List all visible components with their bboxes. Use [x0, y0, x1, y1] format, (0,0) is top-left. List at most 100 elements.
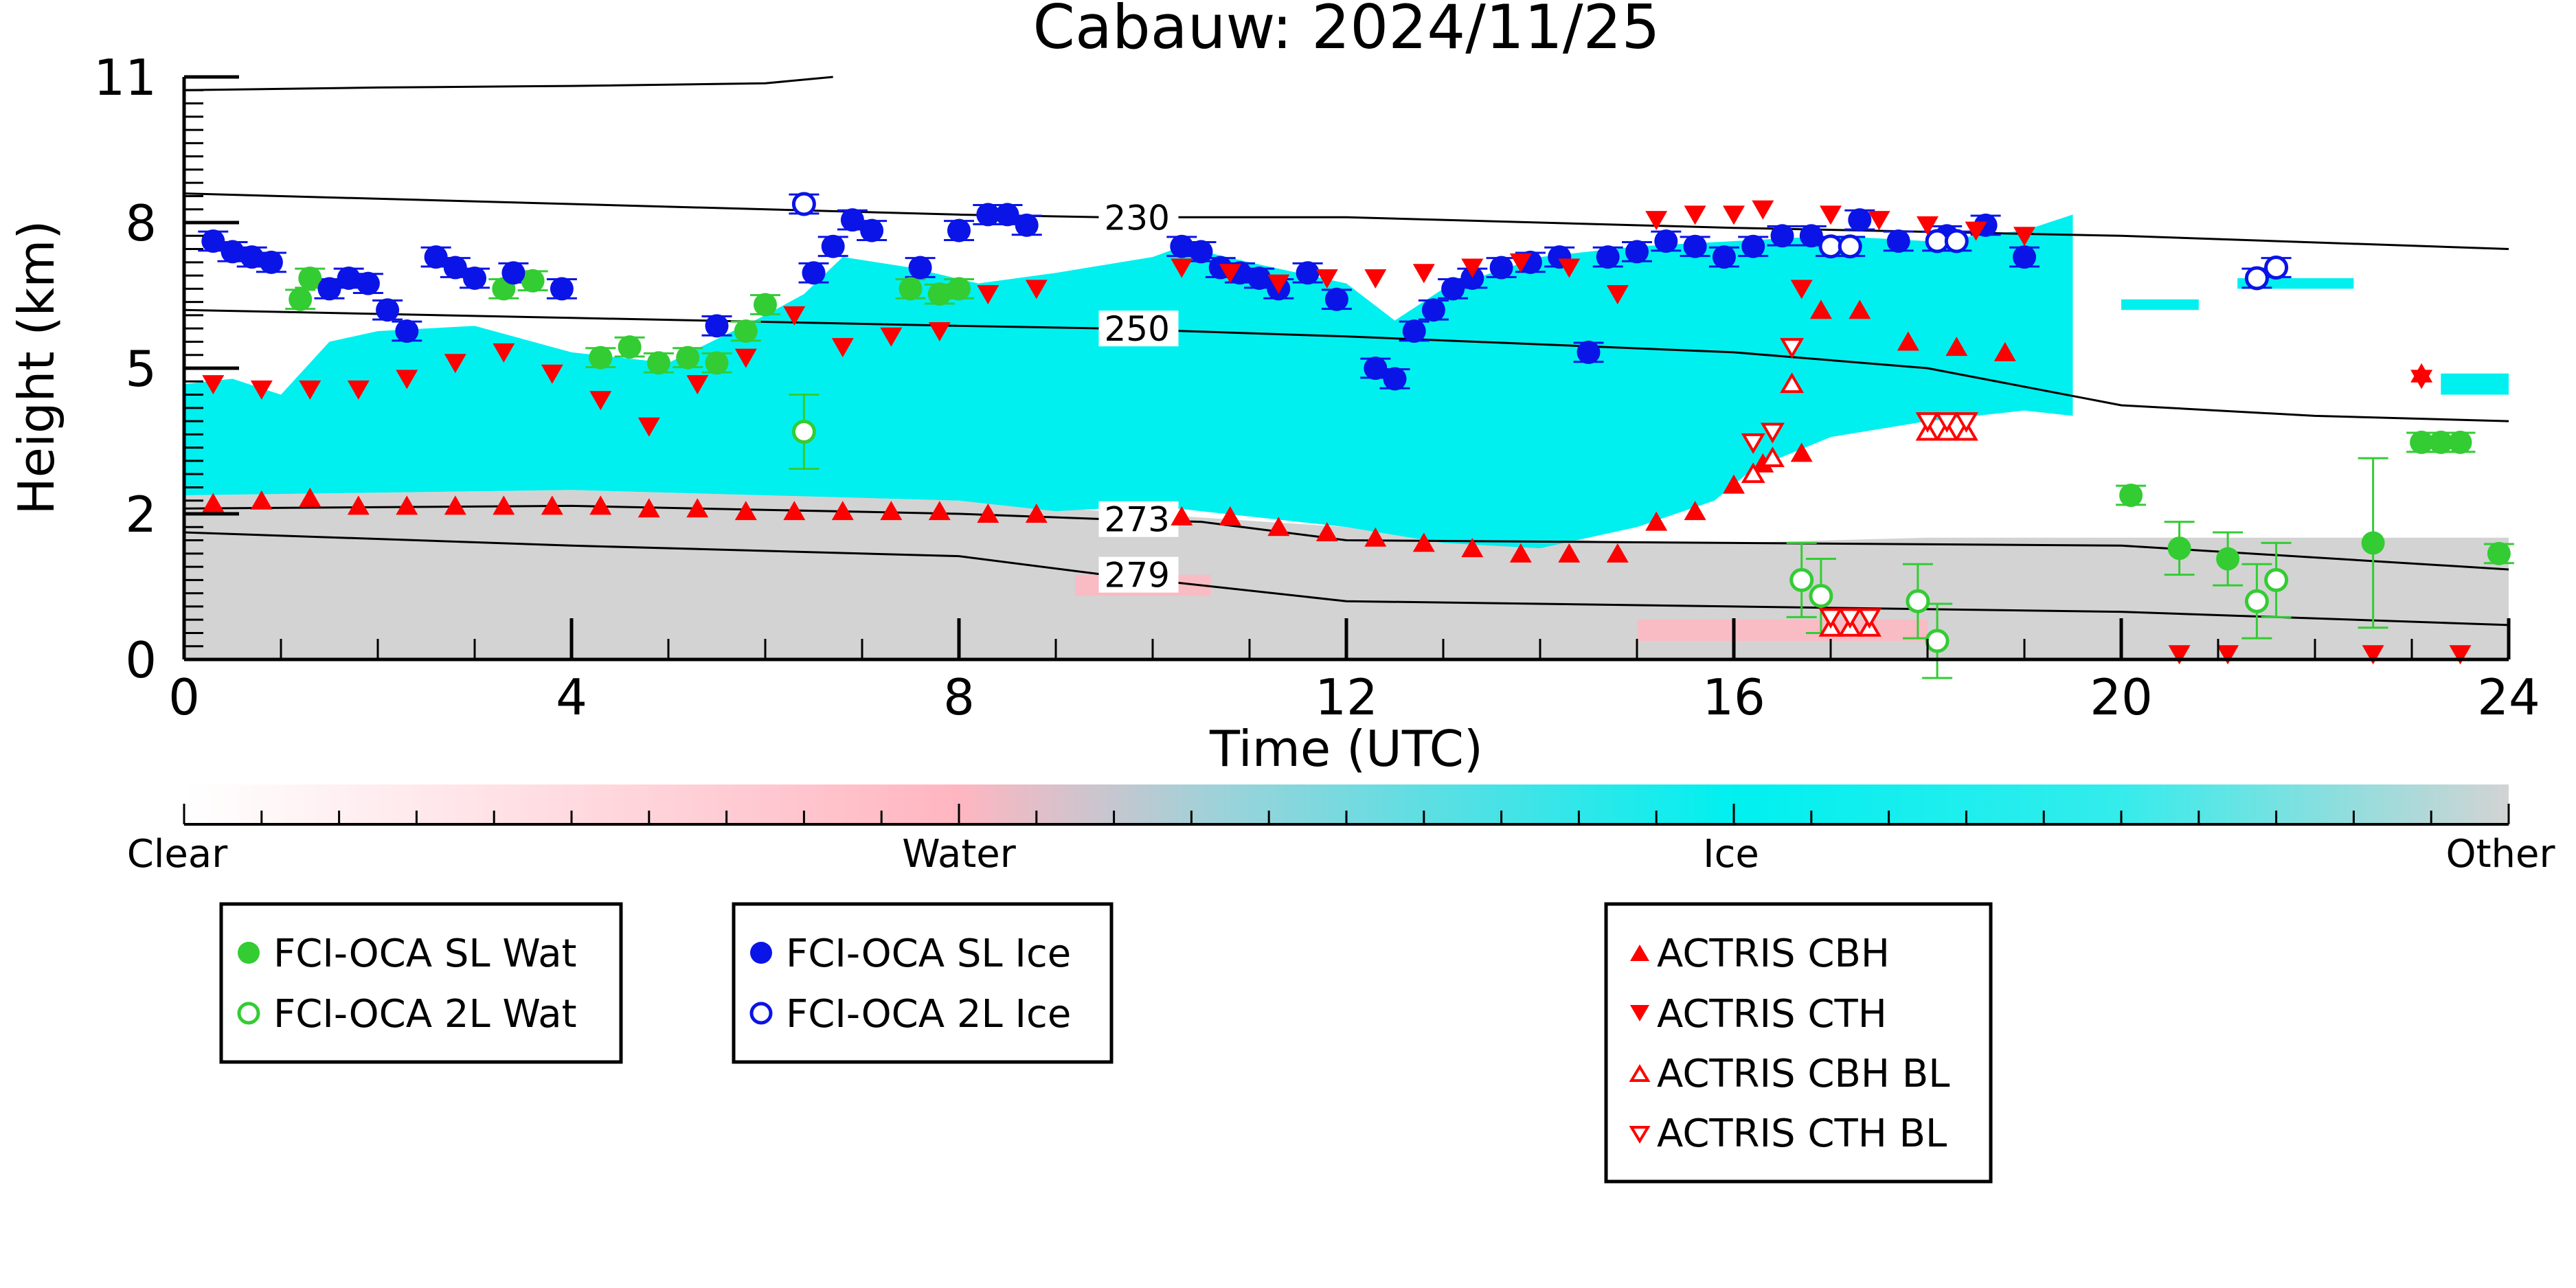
marker-actris-cbh	[1752, 453, 1774, 473]
marker-actris-cbh	[396, 495, 418, 515]
marker-actris-cth	[2013, 227, 2035, 247]
marker-actris-cbh	[880, 501, 903, 521]
marker-actris-cth	[783, 306, 806, 326]
marker-actris-cth	[1219, 264, 1241, 284]
marker-fci-oca-sl-wat	[2167, 536, 2191, 561]
marker-fci-oca-sl-ice	[1247, 266, 1272, 290]
marker-fci-oca-sl-wat	[947, 277, 971, 301]
marker-fci-oca-2l-wat	[2244, 589, 2269, 613]
legend-label-2l-wat: FCI-OCA 2L Wat	[273, 992, 577, 1037]
marker-actris-cbh	[1509, 543, 1532, 563]
marker-actris-cth	[880, 327, 903, 347]
marker-actris-cth	[1267, 274, 1290, 294]
marker-fci-oca-sl-wat	[646, 351, 670, 375]
legend-marker-cth-bl	[1629, 1126, 1651, 1144]
marker-actris-cbh	[1558, 543, 1581, 563]
marker-fci-oca-sl-ice	[395, 319, 419, 343]
marker-fci-oca-2l-ice	[1818, 234, 1843, 259]
marker-actris-cth-bl	[1818, 608, 1843, 629]
marker-fci-oca-sl-ice	[1799, 224, 1823, 248]
marker-actris-cbh	[1461, 538, 1484, 558]
legend-box	[732, 902, 1114, 1064]
marker-actris-cbh	[541, 495, 563, 515]
marker-fci-oca-sl-wat	[618, 335, 642, 359]
marker-fci-oca-sl-wat	[521, 269, 545, 293]
marker-fci-oca-sl-ice	[2013, 245, 2036, 269]
marker-actris-cth	[637, 417, 660, 437]
legend-marker-cth	[1630, 1005, 1649, 1021]
marker-actris-cbh	[299, 487, 321, 507]
marker-actris-cbh	[977, 504, 999, 523]
marker-fci-oca-sl-ice	[1489, 256, 1513, 280]
marker-fci-oca-2l-ice	[791, 192, 816, 216]
marker-actris-cbh	[1790, 442, 1813, 462]
x-axis-label: Time (UTC)	[1209, 720, 1483, 778]
field-water	[1637, 620, 1928, 642]
marker-actris-cbh	[1945, 337, 1968, 357]
marker-actris-cth	[250, 380, 273, 400]
marker-actris-cth-bl	[1741, 433, 1765, 454]
marker-fci-oca-2l-ice	[1944, 229, 1969, 253]
marker-actris-cth-bl	[1760, 422, 1785, 444]
marker-actris-cth	[396, 370, 418, 389]
marker-actris-cbh	[1025, 504, 1048, 523]
marker-fci-oca-sl-ice	[1441, 277, 1465, 301]
marker-fci-oca-sl-ice	[1324, 287, 1348, 311]
marker-actris-cbh	[1849, 300, 1871, 319]
marker-actris-cbh	[1993, 341, 2016, 361]
marker-fci-oca-sl-wat	[734, 319, 758, 343]
marker-actris-cth	[347, 380, 370, 400]
marker-fci-oca-sl-ice	[1886, 229, 1910, 253]
marker-actris-cth	[1723, 205, 1745, 225]
x-tick-label: 0	[168, 668, 200, 726]
legend-marker-sl-ice	[750, 942, 772, 964]
marker-fci-oca-sl-ice	[337, 266, 361, 290]
marker-actris-cth	[1315, 269, 1338, 289]
marker-fci-oca-sl-ice	[705, 314, 729, 338]
marker-fci-oca-sl-wat	[2429, 430, 2453, 454]
marker-actris-cth	[1509, 253, 1532, 273]
marker-actris-cbh	[250, 490, 273, 510]
marker-fci-oca-sl-ice	[1402, 319, 1426, 343]
marker-fci-oca-sl-wat	[589, 346, 613, 370]
y-tick-label: 5	[125, 340, 157, 398]
marker-fci-oca-sl-ice	[995, 203, 1019, 227]
legend-label-2l-ice: FCI-OCA 2L Ice	[786, 992, 1071, 1037]
marker-actris-cbh	[1364, 527, 1387, 547]
marker-fci-oca-2l-ice	[1925, 229, 1950, 253]
field-ice-patch	[2441, 373, 2509, 395]
field-ice	[184, 214, 2073, 549]
marker-actris-cth	[2410, 370, 2433, 389]
isotherm-label: 279	[1105, 556, 1170, 596]
marker-actris-cbh	[1897, 331, 1919, 351]
marker-fci-oca-sl-ice	[1015, 213, 1039, 237]
marker-fci-oca-sl-ice	[1654, 229, 1678, 253]
marker-actris-cth	[202, 375, 225, 395]
marker-actris-cth	[928, 322, 951, 342]
classification-fields	[184, 214, 2509, 659]
colorbar-ticks	[183, 804, 2510, 824]
legend-label-cbh-bl: ACTRIS CBH BL	[1657, 1052, 1950, 1096]
colorbar-label-water: Water	[902, 832, 1017, 877]
marker-fci-oca-sl-wat	[899, 277, 923, 301]
colorbar-label-other: Other	[2445, 832, 2555, 877]
x-tick-label: 4	[556, 668, 587, 726]
y-tick-label: 2	[125, 486, 157, 543]
marker-fci-oca-2l-wat	[791, 420, 816, 444]
data-markers	[201, 192, 2511, 665]
marker-fci-oca-sl-ice	[424, 245, 448, 269]
marker-fci-oca-sl-wat	[2216, 547, 2240, 571]
isotherm-279	[183, 531, 2509, 626]
marker-actris-cth-bl	[1915, 412, 1940, 433]
marker-fci-oca-sl-wat	[2448, 430, 2472, 454]
marker-actris-cth	[1752, 200, 1774, 220]
legend-label-cbh: ACTRIS CBH	[1657, 931, 1890, 976]
isotherm-230	[183, 192, 2509, 251]
field-ice-patch	[2121, 299, 2199, 310]
marker-actris-cbh-bl	[1780, 372, 1805, 394]
marker-actris-cbh	[589, 495, 612, 515]
marker-actris-cbh	[734, 501, 757, 521]
legend-marker-2l-wat	[237, 1002, 260, 1025]
isotherm-label-bg	[1098, 556, 1179, 593]
marker-actris-cbh	[493, 495, 515, 515]
